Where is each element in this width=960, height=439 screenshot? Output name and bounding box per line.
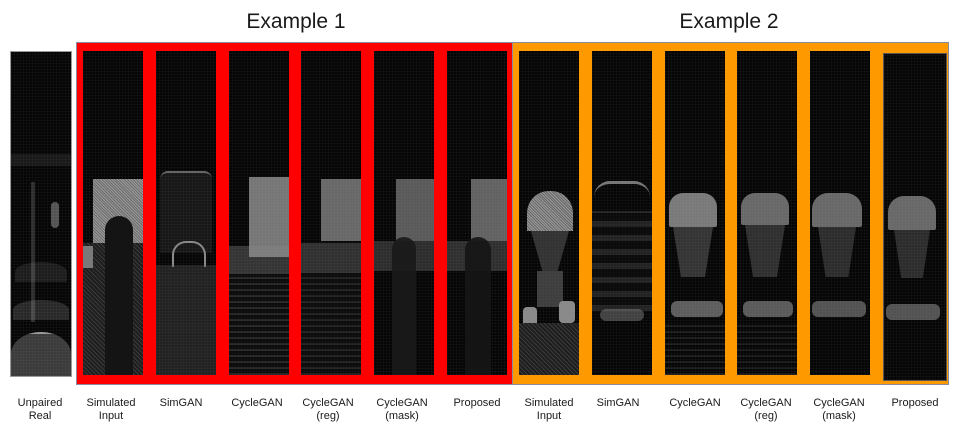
label-line1: CycleGAN xyxy=(376,397,428,409)
label-example-1-cyclegan-reg: CycleGAN (reg) xyxy=(288,397,368,423)
label-example-2-simulated-input: Simulated Input xyxy=(509,397,589,423)
example-2-simgan-image xyxy=(592,51,652,375)
label-line2: (mask) xyxy=(385,410,419,422)
label-line2: Real xyxy=(28,410,52,422)
label-line1: Proposed xyxy=(453,397,501,409)
label-example-1-cyclegan-mask: CycleGAN (mask) xyxy=(362,397,442,423)
example-2-cyclegan-image xyxy=(665,51,725,375)
label-line1: CycleGAN xyxy=(231,397,283,409)
label-line2: (mask) xyxy=(822,410,856,422)
label-example-2-proposed: Proposed xyxy=(875,397,955,410)
example-1-frame xyxy=(76,42,513,385)
example-2-title: Example 2 xyxy=(679,10,779,33)
example-2-proposed-image xyxy=(883,53,947,381)
label-line2: Input xyxy=(98,410,124,422)
label-example-2-cyclegan: CycleGAN xyxy=(655,397,735,410)
label-example-1-cyclegan: CycleGAN xyxy=(217,397,297,410)
label-line2: (reg) xyxy=(316,410,340,422)
label-example-1-simgan: SimGAN xyxy=(141,397,221,410)
label-example-2-cyclegan-mask: CycleGAN (mask) xyxy=(799,397,879,423)
label-line1: CycleGAN xyxy=(813,397,865,409)
example-2-cyclegan-mask-image xyxy=(810,51,870,375)
label-line1: Proposed xyxy=(891,397,939,409)
label-example-1-proposed: Proposed xyxy=(437,397,517,410)
example-1-cyclegan-mask-image xyxy=(374,51,434,375)
label-line1: Unpaired xyxy=(17,397,63,409)
label-line1: CycleGAN xyxy=(302,397,354,409)
label-example-1-simulated-input: Simulated Input xyxy=(71,397,151,423)
example-2-frame xyxy=(512,42,949,385)
example-1-simgan-image xyxy=(156,51,216,375)
label-example-2-simgan: SimGAN xyxy=(578,397,658,410)
label-line1: CycleGAN xyxy=(669,397,721,409)
label-unpaired-real: Unpaired Real xyxy=(0,397,80,423)
example-1-proposed-image xyxy=(447,51,507,375)
label-line1: SimGAN xyxy=(596,397,640,409)
label-line2: Input xyxy=(536,410,562,422)
label-example-2-cyclegan-reg: CycleGAN (reg) xyxy=(726,397,806,423)
label-line1: SimGAN xyxy=(159,397,203,409)
example-2-cyclegan-reg-image xyxy=(737,51,797,375)
label-line1: CycleGAN xyxy=(740,397,792,409)
example-2-simulated-input-image xyxy=(519,51,579,375)
label-line1: Simulated xyxy=(86,397,136,409)
label-line2: (reg) xyxy=(754,410,778,422)
example-1-cyclegan-image xyxy=(229,51,289,375)
example-1-simulated-input-image xyxy=(83,51,143,375)
example-1-title: Example 1 xyxy=(246,10,346,33)
label-line1: Simulated xyxy=(524,397,574,409)
example-1-cyclegan-reg-image xyxy=(301,51,361,375)
unpaired-real-image xyxy=(10,51,72,377)
